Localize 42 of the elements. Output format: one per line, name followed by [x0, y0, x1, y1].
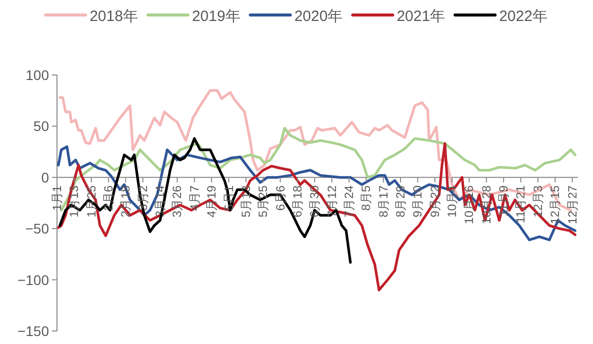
y-tick-label: −150 [17, 323, 50, 339]
x-tick-label: 6月6 [273, 185, 288, 211]
legend-label: 2022年 [499, 8, 548, 25]
x-tick-label: 10月16 [462, 185, 476, 224]
legend-label: 2018年 [90, 8, 138, 25]
x-tick-label: 4月7 [187, 185, 202, 211]
x-tick-label: 11月21 [514, 185, 528, 224]
y-tick-label: 0 [41, 169, 50, 186]
x-tick-label: 5月13 [238, 185, 253, 218]
x-tick-label: 8月29 [394, 185, 408, 218]
x-tick-label: 10月28 [479, 185, 494, 224]
legend-label: 2020年 [294, 8, 343, 25]
x-tick-label: 6月18 [290, 185, 304, 218]
x-tick-label: 1月13 [67, 185, 82, 218]
x-tick-label: 3月2 [136, 185, 150, 211]
x-tick-label: 12月15 [548, 185, 562, 224]
x-tick-label: 6月30 [308, 185, 322, 218]
x-tick-label: 8月17 [376, 185, 390, 218]
y-tick-label: 100 [26, 67, 50, 83]
x-tick-label: 10月4 [445, 185, 460, 218]
x-tick-label: 2月18 [118, 185, 133, 218]
legend-label: 2019年 [192, 8, 240, 25]
x-tick-label: 1月25 [84, 185, 98, 218]
y-tick-label: −100 [17, 272, 50, 288]
x-tick-label: 7月12 [324, 185, 339, 218]
x-tick-label: 8月5 [359, 185, 374, 211]
x-tick-label: 5月1 [222, 185, 236, 211]
y-tick-label: 50 [33, 118, 50, 134]
x-tick-label: 12月3 [530, 185, 545, 218]
legend-label: 2021年 [396, 8, 446, 25]
x-tick-label: 7月24 [342, 185, 356, 218]
x-tick-label: 9月10 [410, 185, 425, 218]
x-tick-label: 12月27 [565, 185, 580, 224]
x-tick-label: 11月9 [496, 185, 511, 217]
x-tick-label: 9月22 [428, 185, 442, 218]
x-tick-label: 2月6 [102, 185, 116, 211]
x-tick-label: 3月14 [153, 185, 168, 218]
x-tick-label: 1月1 [50, 185, 64, 211]
x-tick-label: 3月26 [170, 185, 184, 218]
x-tick-label: 4月19 [204, 185, 219, 218]
y-tick-label: −50 [25, 220, 50, 237]
x-tick-label: 5月25 [256, 185, 270, 218]
